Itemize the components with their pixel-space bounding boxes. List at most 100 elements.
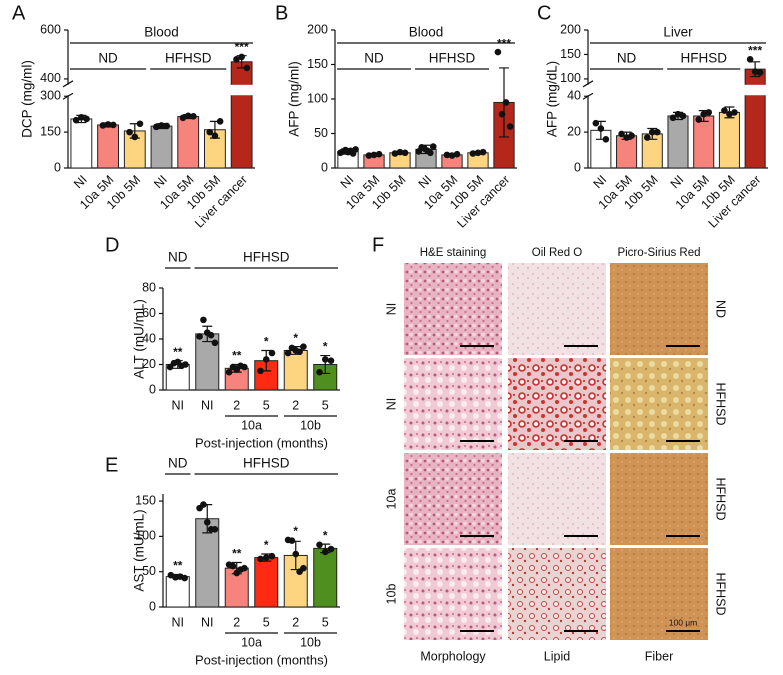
data-point (469, 150, 477, 157)
y-tick-label: 0 (574, 160, 581, 174)
data-point (327, 545, 335, 553)
subgroup-label: 10b (300, 635, 321, 649)
micrograph (610, 453, 708, 545)
data-point (200, 316, 207, 324)
data-point (429, 143, 437, 150)
y-tick-label: 150 (307, 57, 328, 71)
y-tick-label: 40 (567, 89, 581, 103)
panel-label: A (12, 2, 26, 24)
axis-break-mark (62, 80, 74, 100)
data-point (474, 149, 482, 157)
axis-break-gap (582, 84, 770, 96)
data-point (453, 150, 461, 158)
data-point (498, 110, 506, 118)
y-axis-label: AST (mU/mL) (132, 509, 147, 591)
data-point (705, 109, 713, 116)
y-tick-label: 0 (321, 160, 328, 174)
data-point (731, 109, 738, 116)
bar (70, 118, 93, 169)
x-tick-label: NI (416, 173, 435, 192)
data-point (321, 356, 329, 363)
data-point (211, 339, 219, 347)
bar (667, 115, 689, 169)
significance: *** (235, 40, 249, 54)
group-label: HFHSD (243, 456, 290, 471)
bar (177, 116, 200, 169)
data-point (597, 125, 605, 132)
bar (283, 349, 308, 391)
data-point (233, 56, 240, 63)
data-point (184, 112, 192, 120)
data-point (391, 150, 399, 157)
x-tick-label: 5 (263, 615, 270, 629)
significance: * (264, 538, 269, 552)
y-tick-label: 20 (567, 124, 581, 138)
subgroup-label: 10a (241, 635, 262, 649)
data-point (241, 363, 248, 371)
y-tick-label: 100 (560, 71, 581, 85)
significance: * (264, 335, 269, 349)
x-tick-label: 2 (292, 615, 299, 629)
x-tick-label: NI (201, 615, 214, 629)
data-point (721, 107, 728, 114)
x-tick-label: 5 (263, 398, 270, 412)
y-tick-label: 300 (40, 89, 61, 103)
data-point (296, 348, 303, 356)
bar (744, 68, 766, 169)
data-point (72, 116, 80, 124)
column-header: H&E staining (420, 247, 486, 259)
group-label: Liver (663, 25, 693, 40)
micrograph (404, 263, 502, 355)
bar (718, 111, 740, 169)
significance: ** (232, 349, 242, 363)
data-point (257, 555, 264, 563)
y-axis-label: AFP (mg/ml) (287, 61, 302, 137)
y-tick-label: 150 (560, 47, 581, 61)
data-point (268, 552, 276, 560)
data-point (756, 69, 764, 76)
data-point (284, 349, 292, 357)
data-point (695, 116, 702, 123)
x-tick-label: NI (71, 173, 90, 192)
x-tick-label: NI (591, 173, 610, 192)
data-point (618, 130, 625, 138)
row-group: HFHSD (714, 477, 728, 520)
data-point (300, 564, 307, 572)
data-point (592, 119, 600, 127)
data-point (700, 110, 708, 118)
y-axis-label: AFP (mg/dL) (545, 61, 560, 137)
group-label: ND (168, 250, 188, 265)
bar (254, 557, 279, 608)
column-footer: Fiber (645, 649, 673, 663)
data-point (200, 501, 207, 508)
y-axis-label: ALT (mU/mL) (132, 299, 147, 379)
significance: ** (173, 345, 183, 359)
y-tick-label: 0 (149, 382, 156, 396)
data-point (181, 574, 188, 582)
x-tick-label: 5 (322, 615, 329, 629)
data-point (316, 541, 323, 549)
row-label: NI (384, 398, 398, 411)
data-point (443, 151, 451, 159)
data-point (152, 123, 160, 131)
y-tick-label: 60 (142, 306, 156, 320)
micrograph (404, 453, 502, 545)
data-point (479, 148, 487, 156)
subgroup-label: 10a (241, 418, 262, 432)
data-point (494, 48, 502, 56)
data-point (158, 122, 165, 129)
group-label: Blood (409, 25, 444, 40)
row-label: NI (384, 303, 398, 316)
data-point (104, 121, 112, 128)
bar (313, 547, 338, 608)
x-tick-label: NI (201, 398, 214, 412)
data-point (179, 114, 187, 122)
y-tick-label: 150 (40, 124, 61, 138)
y-tick-label: 50 (314, 126, 328, 140)
significance: ** (232, 547, 242, 561)
data-point (365, 152, 373, 159)
data-point (131, 133, 139, 141)
data-point (327, 357, 335, 364)
data-point (448, 152, 456, 159)
data-point (207, 331, 215, 339)
